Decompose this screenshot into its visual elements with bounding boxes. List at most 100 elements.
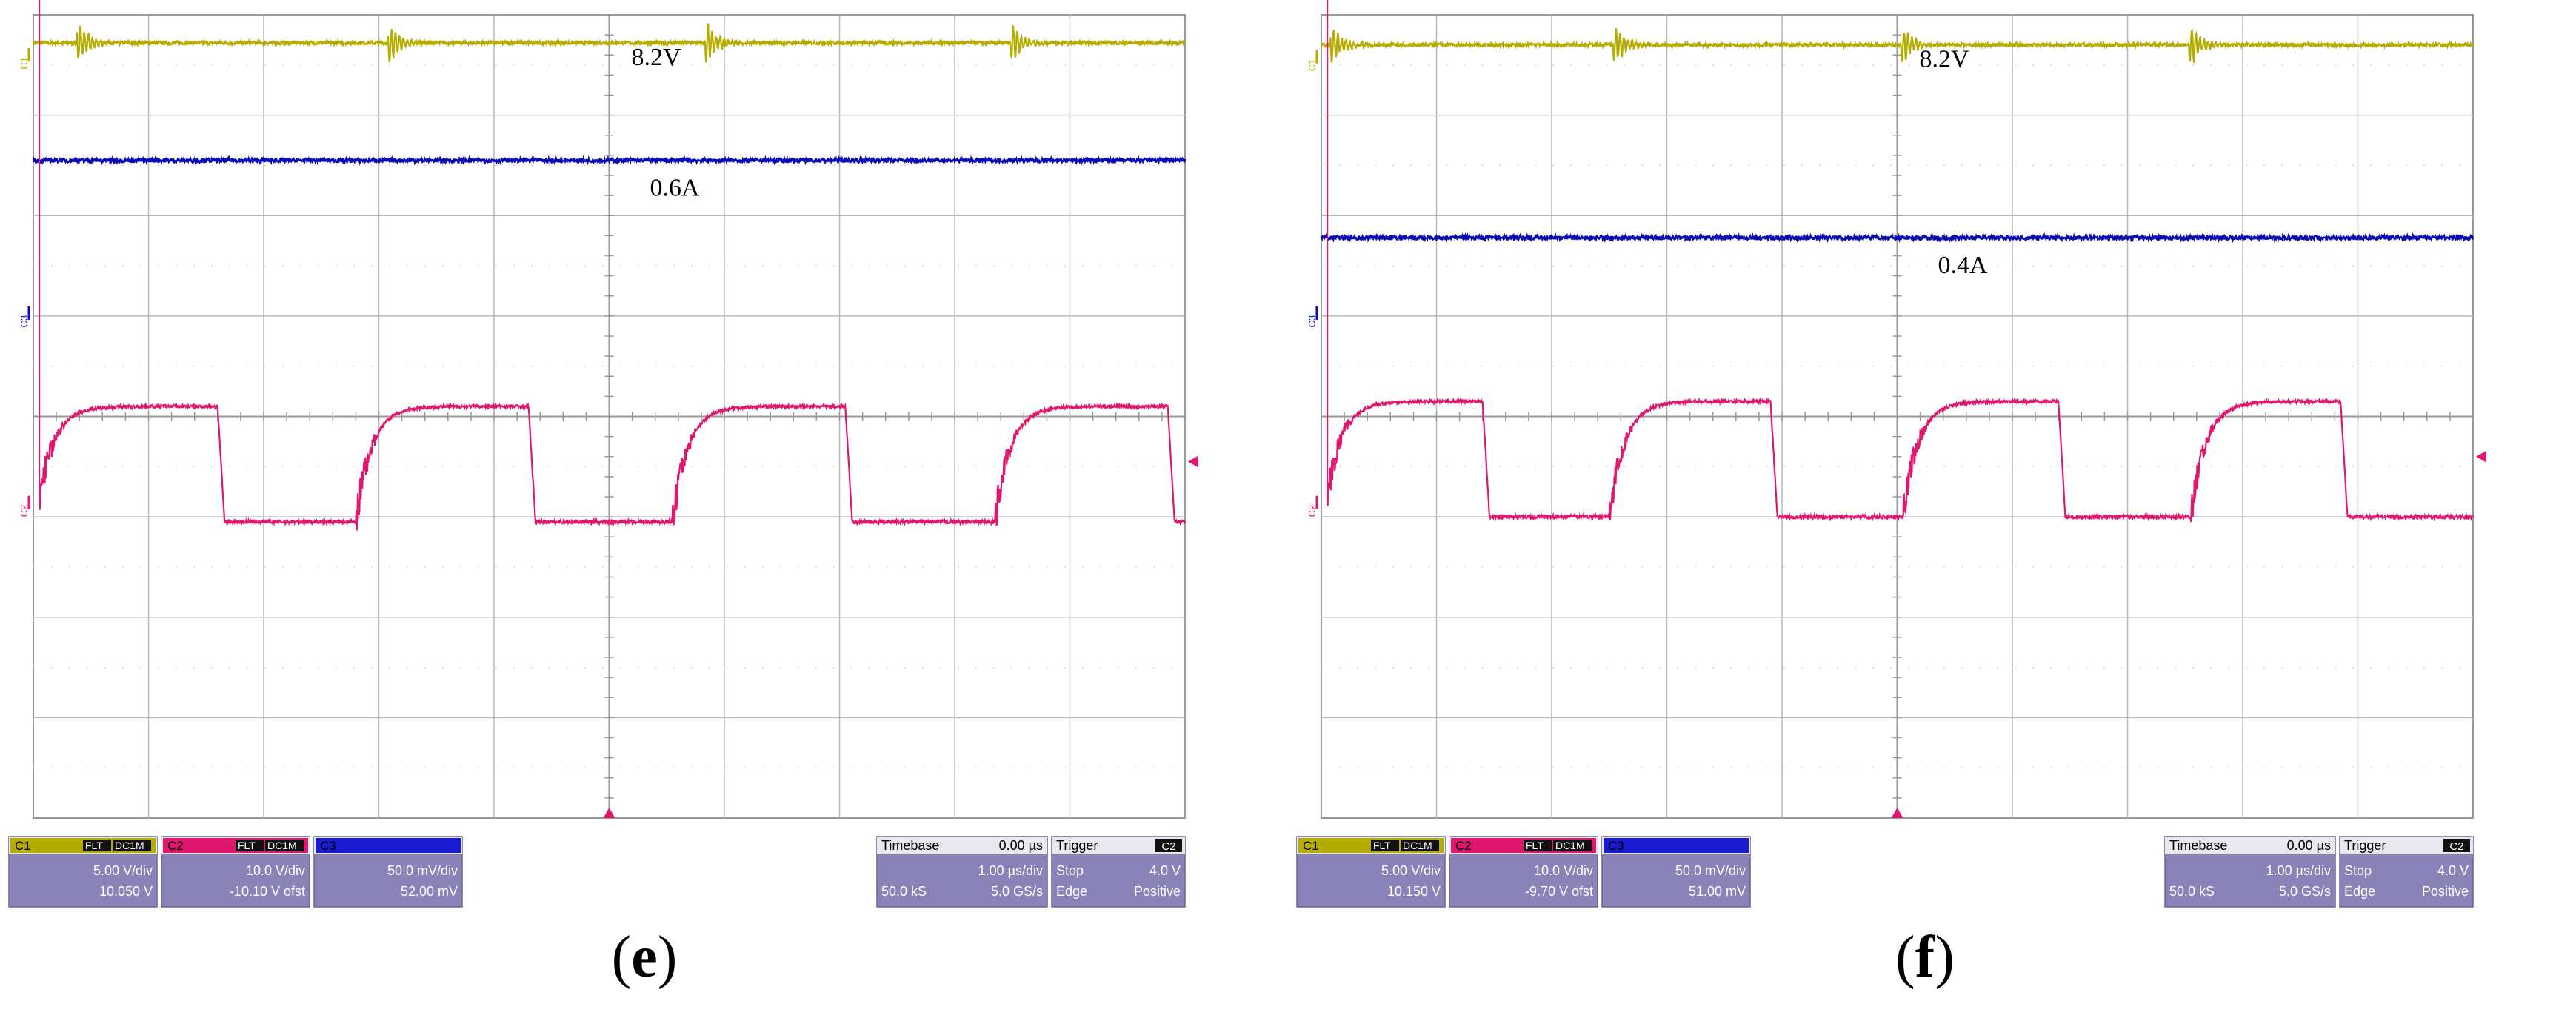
readout-scale: 5.00 V/div	[1381, 863, 1441, 878]
readout-timebase: Timebase 0.00 µs 1.00 µs/div 50.0 kS 5.0 GS/…	[2164, 836, 2336, 908]
readout-c3: C3 50.0 mV/div 52.00 mV	[313, 836, 463, 908]
readout-channel-label: C2	[1455, 839, 1472, 853]
readout-tag: FLT	[1373, 840, 1391, 851]
trigger-channel: C2	[1161, 840, 1175, 853]
readout-value: -10.10 V ofst	[230, 884, 305, 899]
scope-panel-e: C1 C3 C2 8.2V 0.6A C1 FLT DC1M 5.00 V/div 10.050 …	[8, 0, 1198, 990]
readout-scale: 10.0 V/div	[246, 863, 305, 878]
readout-scale: 5.00 V/div	[93, 863, 153, 878]
trigger-position-marker	[1891, 808, 1903, 818]
channel-marker: C2	[1307, 495, 1318, 517]
timebase-label: Timebase	[881, 838, 939, 853]
readout-tag: DC1M	[267, 840, 297, 851]
trigger-position-marker	[603, 808, 615, 818]
timebase-rate: 5.0 GS/s	[2279, 884, 2331, 899]
channel-marker-label: C1	[19, 57, 30, 70]
readout-scale: 50.0 mV/div	[1675, 863, 1746, 878]
trigger-channel: C2	[2449, 840, 2463, 853]
readout-tag-bg	[113, 840, 151, 851]
readout-channel-label: C3	[320, 839, 336, 853]
timebase-delay: 0.00 µs	[2287, 838, 2331, 853]
panel-caption: (e)	[611, 925, 678, 990]
grid	[33, 14, 1186, 819]
readout-channel-label: C3	[1608, 839, 1624, 853]
timebase-scale: 1.00 µs/div	[2266, 863, 2331, 878]
readout-header	[2165, 837, 2335, 854]
readout-channel-label: C2	[167, 839, 184, 853]
trigger-slope: Positive	[1134, 884, 1181, 899]
timebase-samples: 50.0 kS	[881, 884, 927, 899]
readout-c3: C3 50.0 mV/div 51.00 mV	[1601, 836, 1751, 908]
trigger-level: 4.0 V	[1149, 863, 1181, 878]
trigger-mode: Stop	[1056, 863, 1084, 878]
trigger-slope: Positive	[2422, 884, 2469, 899]
readout-header	[877, 837, 1047, 854]
readout-tag: DC1M	[115, 840, 144, 851]
oscilloscope-screen: C1 C3 C2 8.2V 0.6A C1 FLT DC1M 5.00 V/div 10.050 …	[8, 0, 1198, 908]
readout-channel-badge	[1604, 838, 1749, 853]
readout-tag-bg	[236, 840, 264, 851]
channel-marker: C1	[1307, 50, 1318, 72]
readout-c1: C1 FLT DC1M 5.00 V/div 10.150 V	[1296, 836, 1446, 908]
trigger-channel-bg	[2443, 839, 2470, 852]
readout-timebase: Timebase 0.00 µs 1.00 µs/div 50.0 kS 5.0 GS/…	[876, 836, 1048, 908]
timebase-label: Timebase	[2169, 838, 2227, 853]
readout-c2: C2 FLT DC1M 10.0 V/div -10.10 V ofst	[161, 836, 310, 908]
readout-value: 10.150 V	[1387, 884, 1441, 899]
channel-marker-label: C2	[19, 505, 30, 517]
timebase-rate: 5.0 GS/s	[991, 884, 1043, 899]
oscilloscope-screen: C1 C3 C2 8.2V 0.4A C1 FLT DC1M 5.00 V/div 10.150 …	[1296, 0, 2486, 908]
readout-tag: FLT	[1526, 840, 1544, 851]
trigger-label: Trigger	[1056, 838, 1098, 853]
trigger-level-marker	[1188, 455, 1198, 468]
trigger-label: Trigger	[2344, 838, 2386, 853]
readout-c2: C2 FLT DC1M 10.0 V/div -9.70 V ofst	[1449, 836, 1598, 908]
readout-value: 10.050 V	[99, 884, 153, 899]
channel-marker: C2	[19, 495, 30, 517]
channel-marker: C1	[19, 47, 30, 70]
channel-marker: C3	[1307, 306, 1318, 328]
readout-scale: 10.0 V/div	[1534, 863, 1593, 878]
channel-marker-label: C1	[1307, 59, 1318, 72]
trigger-level: 4.0 V	[2437, 863, 2469, 878]
readout-channel-label: C1	[1303, 839, 1319, 853]
readout-tag-bg	[83, 840, 111, 851]
readout-channel-label: C1	[15, 839, 31, 853]
readout-tag-bg	[265, 840, 304, 851]
readout-c1: C1 FLT DC1M 5.00 V/div 10.050 V	[8, 836, 158, 908]
channel-marker-label: C3	[1307, 315, 1318, 328]
trigger-channel-bg	[1155, 839, 1182, 852]
readout-value: 51.00 mV	[1689, 884, 1746, 899]
readout-tag-bg	[1553, 840, 1592, 851]
trigger-type: Edge	[1056, 884, 1087, 899]
readout-value: -9.70 V ofst	[1525, 884, 1593, 899]
readout-channel-badge	[316, 838, 461, 853]
trace-c3	[32, 155, 1187, 166]
trace-c1	[1320, 27, 2475, 63]
annotation-voltage: 8.2V	[1920, 46, 1970, 73]
readout-value: 52.00 mV	[401, 884, 458, 899]
channel-marker-label: C2	[1307, 505, 1318, 517]
readout-tag: FLT	[85, 840, 103, 851]
timebase-samples: 50.0 kS	[2169, 884, 2215, 899]
readout-tag-bg	[1371, 840, 1399, 851]
channel-marker-label: C3	[19, 315, 30, 328]
readout-tag: FLT	[238, 840, 256, 851]
trace-c1	[32, 22, 1187, 63]
panel-caption: (f)	[1895, 925, 1955, 990]
scope-panel-f: C1 C3 C2 8.2V 0.4A C1 FLT DC1M 5.00 V/div 10.150 …	[1288, 0, 2576, 1015]
trigger-mode: Stop	[2344, 863, 2372, 878]
readout-tag-bg	[1524, 840, 1552, 851]
trace-c3	[1320, 232, 2475, 244]
readout-trigger: Trigger C2 Stop 4.0 V Edge Positive	[2339, 836, 2474, 908]
readout-scale: 50.0 mV/div	[387, 863, 458, 878]
trigger-level-marker	[2476, 450, 2486, 463]
annotation-current: 0.4A	[1938, 252, 1989, 279]
readout-tag: DC1M	[1403, 840, 1432, 851]
trace-c2	[38, 0, 1187, 531]
readout-trigger: Trigger C2 Stop 4.0 V Edge Positive	[1051, 836, 1186, 908]
trace-c2	[1326, 0, 2475, 523]
readout-tag-bg	[1401, 840, 1439, 851]
timebase-delay: 0.00 µs	[999, 838, 1043, 853]
timebase-scale: 1.00 µs/div	[978, 863, 1043, 878]
